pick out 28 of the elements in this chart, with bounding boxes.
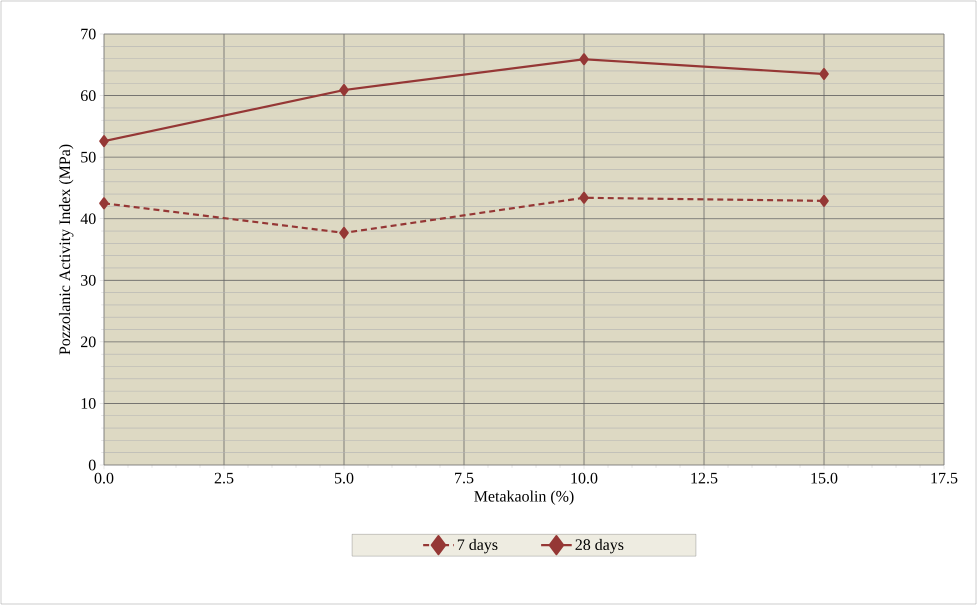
y-tick-label: 40 <box>80 213 96 224</box>
legend-label: 7 days <box>458 538 498 554</box>
y-tick-label: 20 <box>80 336 96 348</box>
y-tick-label: 30 <box>81 274 96 286</box>
point <box>339 226 349 239</box>
x-tick-label: 7.5 <box>455 472 474 484</box>
x-tick-label: 2.5 <box>214 472 234 484</box>
point <box>99 135 109 148</box>
x-tick-label: 12.5 <box>691 472 718 484</box>
x-tick-label: 5.0 <box>334 472 354 484</box>
y-tick-label: 60 <box>80 90 96 101</box>
point <box>819 68 829 80</box>
x-tick-label: 0.0 <box>94 472 114 484</box>
y-tick-label: 0 <box>88 460 96 470</box>
x-tick-label: 17.5 <box>931 472 958 484</box>
y-axis-title: Pozzolanic Activity Index (MPa) <box>58 144 74 355</box>
point <box>339 84 349 96</box>
y-tick-label: 70 <box>81 28 96 40</box>
point <box>99 197 109 210</box>
x-tick-label: 10.0 <box>571 472 598 484</box>
point <box>579 192 589 204</box>
y-tick-label: 50 <box>81 152 96 163</box>
x-tick-label: 15.0 <box>811 472 838 484</box>
legend-label: 28 days <box>576 538 624 554</box>
point <box>819 194 829 207</box>
x-axis-title: Metakaolin (%) <box>474 490 574 505</box>
point <box>579 53 589 66</box>
y-tick-label: 10 <box>82 398 96 409</box>
